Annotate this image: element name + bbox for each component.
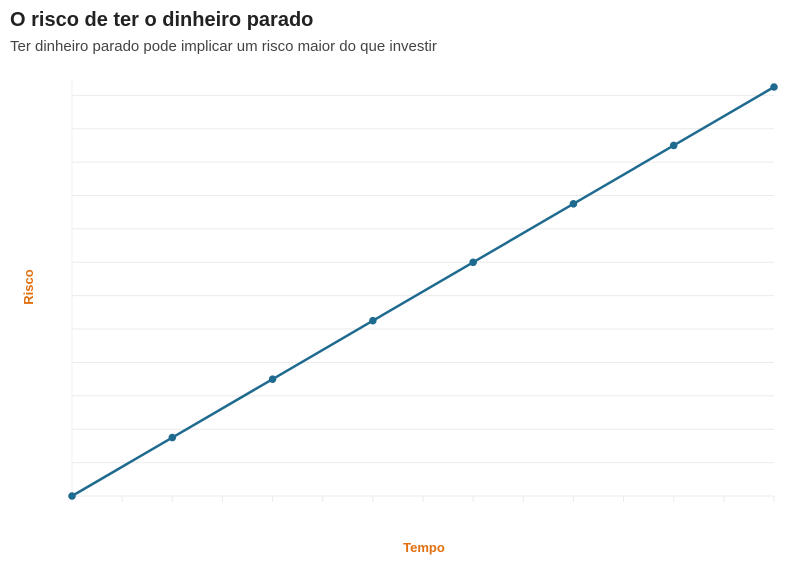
series-line <box>71 85 775 498</box>
data-point <box>68 492 76 500</box>
data-point <box>268 375 277 383</box>
chart-subtitle: Ter dinheiro parado pode implicar um ris… <box>10 38 437 55</box>
y-axis-label: Risco <box>21 269 36 304</box>
data-point <box>469 258 477 267</box>
data-point <box>369 316 377 325</box>
data-point <box>770 83 778 91</box>
data-point <box>669 141 678 150</box>
chart-title: O risco de ter o dinheiro parado <box>10 9 314 31</box>
x-axis-label: Tempo <box>403 540 445 555</box>
data-point <box>168 433 177 442</box>
data-point <box>569 200 578 208</box>
